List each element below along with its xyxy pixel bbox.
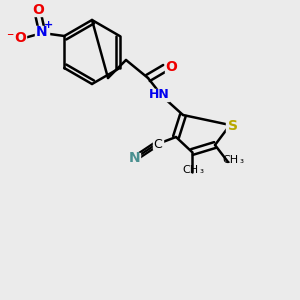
Text: S: S [228,119,238,133]
Text: O: O [165,60,177,74]
Bar [130,153,140,163]
Text: ⁻: ⁻ [6,30,13,44]
Text: O: O [32,3,44,17]
Text: CH: CH [222,155,238,165]
Text: +: + [44,20,53,30]
Bar [35,26,49,40]
Text: N: N [129,151,141,165]
Bar [226,120,240,132]
Bar [14,32,26,44]
Bar [149,89,169,101]
Bar [165,61,177,73]
Text: ₃: ₃ [239,155,243,165]
Bar [153,139,163,149]
Text: ₃: ₃ [199,165,203,175]
Text: O: O [14,31,26,45]
Text: C: C [154,137,162,151]
Text: N: N [35,25,47,39]
Bar [32,4,44,16]
Text: CH: CH [182,165,198,175]
Text: HN: HN [148,88,170,101]
